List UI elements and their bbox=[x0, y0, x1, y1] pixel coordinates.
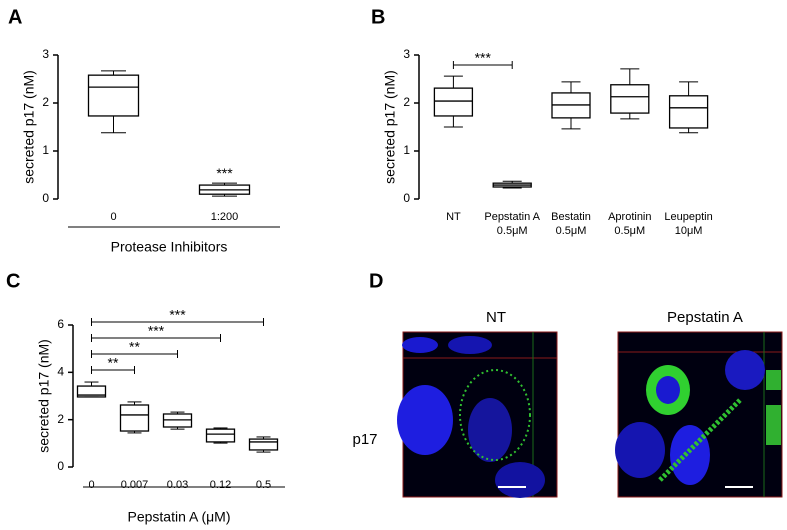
x-tick-label: 0 bbox=[88, 479, 94, 491]
significance: ** bbox=[108, 355, 119, 371]
x-tick-label: 1:200 bbox=[211, 211, 239, 223]
y-tick-label: 0 bbox=[57, 459, 64, 473]
x-tick-label: 0.007 bbox=[121, 479, 149, 491]
micrograph bbox=[615, 331, 783, 498]
box bbox=[119, 404, 150, 432]
panel-label: C bbox=[6, 270, 20, 292]
y-axis-title: secreted p17 (nM) bbox=[21, 70, 37, 184]
y-axis-title: secreted p17 (nM) bbox=[382, 70, 398, 184]
y-tick-label: 0 bbox=[42, 191, 49, 205]
y-tick-label: 0 bbox=[403, 191, 410, 205]
box bbox=[205, 428, 236, 443]
x-tick-label: 0 bbox=[110, 211, 116, 223]
box bbox=[668, 95, 709, 129]
x-tick-label: 10μM bbox=[675, 225, 703, 237]
box bbox=[248, 438, 279, 451]
x-axis-title: Pepstatin A (μM) bbox=[128, 509, 231, 525]
column-label: Pepstatin A bbox=[667, 309, 743, 326]
x-tick-label: Pepstatin A bbox=[484, 211, 540, 223]
row-label: p17 bbox=[352, 431, 377, 448]
y-tick-label: 4 bbox=[57, 365, 64, 379]
box bbox=[76, 385, 107, 398]
y-tick-label: 1 bbox=[403, 143, 410, 157]
box bbox=[87, 74, 140, 117]
box bbox=[433, 87, 474, 117]
significance: *** bbox=[216, 165, 233, 181]
x-tick-label: 0.5μM bbox=[497, 225, 528, 237]
x-tick-label: Aprotinin bbox=[608, 211, 651, 223]
panel-label: B bbox=[371, 6, 385, 28]
panel-label: D bbox=[369, 270, 383, 292]
significance: *** bbox=[148, 323, 165, 339]
y-tick-label: 2 bbox=[403, 95, 410, 109]
y-tick-label: 3 bbox=[403, 47, 410, 61]
significance: *** bbox=[169, 307, 186, 323]
y-axis-title: secreted p17 (nM) bbox=[36, 339, 52, 453]
y-tick-label: 1 bbox=[42, 143, 49, 157]
x-tick-label: Bestatin bbox=[551, 211, 591, 223]
y-tick-label: 3 bbox=[42, 47, 49, 61]
panel-label: A bbox=[8, 6, 22, 28]
box bbox=[610, 84, 650, 114]
x-tick-label: 0.03 bbox=[167, 479, 188, 491]
x-tick-label: 0.5μM bbox=[556, 225, 587, 237]
significance: *** bbox=[475, 50, 492, 66]
x-axis-title: Protease Inhibitors bbox=[111, 239, 228, 255]
x-tick-label: 0.12 bbox=[210, 479, 231, 491]
x-tick-label: Leupeptin bbox=[664, 211, 712, 223]
y-tick-label: 2 bbox=[57, 412, 64, 426]
y-tick-label: 2 bbox=[42, 95, 49, 109]
x-tick-label: NT bbox=[446, 211, 461, 223]
significance: ** bbox=[129, 339, 140, 355]
column-label: NT bbox=[486, 309, 506, 326]
x-tick-label: 0.5 bbox=[256, 479, 271, 491]
micrograph bbox=[397, 331, 558, 498]
y-tick-label: 6 bbox=[57, 317, 64, 331]
x-tick-label: 0.5μM bbox=[614, 225, 645, 237]
